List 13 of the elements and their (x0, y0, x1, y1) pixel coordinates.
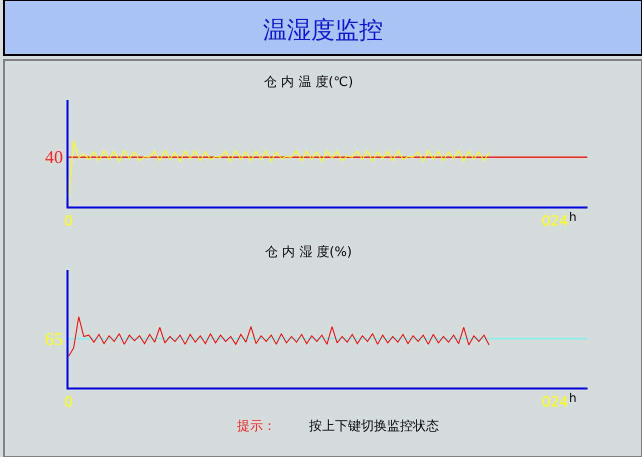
text: 按上下键切换监控状态 (309, 419, 439, 434)
text: 提示： (237, 419, 276, 434)
x-tick-label: 0 (64, 394, 74, 410)
x-tick-label: 0 (64, 214, 74, 230)
x-axis-title: h (569, 210, 577, 224)
x-axis-title: h (569, 391, 577, 405)
chart-title: 仓 内 湿 度(%) (265, 244, 352, 260)
x-tick-label: 024 (542, 214, 568, 230)
text: 温湿度监控 (263, 16, 383, 44)
text: 40 (45, 147, 63, 167)
text: 65 (45, 329, 63, 349)
chart-title: 仓 内 温 度(℃) (264, 74, 354, 90)
x-tick-label: 024 (542, 394, 568, 410)
